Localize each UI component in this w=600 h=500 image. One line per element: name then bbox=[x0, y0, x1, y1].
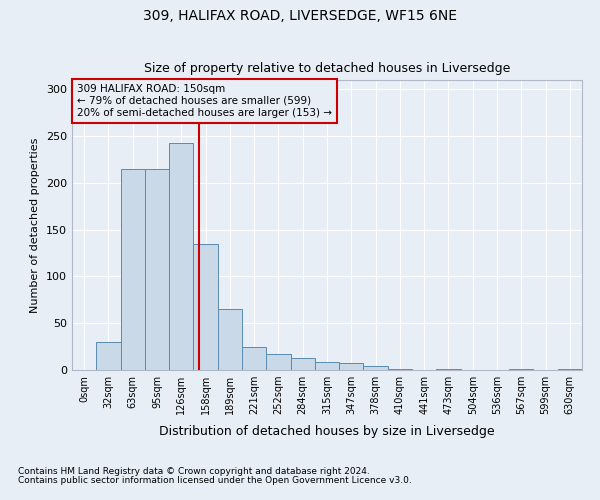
Bar bbox=[242, 346, 266, 370]
Bar bbox=[388, 369, 412, 370]
Bar bbox=[193, 244, 218, 370]
Text: 309 HALIFAX ROAD: 150sqm
← 79% of detached houses are smaller (599)
20% of semi-: 309 HALIFAX ROAD: 150sqm ← 79% of detach… bbox=[77, 84, 332, 117]
Text: Contains HM Land Registry data © Crown copyright and database right 2024.: Contains HM Land Registry data © Crown c… bbox=[18, 467, 370, 476]
Bar bbox=[218, 309, 242, 370]
Bar bbox=[266, 354, 290, 370]
Bar bbox=[96, 342, 121, 370]
Bar bbox=[121, 169, 145, 370]
Title: Size of property relative to detached houses in Liversedge: Size of property relative to detached ho… bbox=[144, 62, 510, 74]
Bar bbox=[169, 142, 193, 370]
Bar bbox=[339, 364, 364, 370]
Text: Contains public sector information licensed under the Open Government Licence v3: Contains public sector information licen… bbox=[18, 476, 412, 485]
Text: 309, HALIFAX ROAD, LIVERSEDGE, WF15 6NE: 309, HALIFAX ROAD, LIVERSEDGE, WF15 6NE bbox=[143, 8, 457, 22]
Bar bbox=[509, 369, 533, 370]
X-axis label: Distribution of detached houses by size in Liversedge: Distribution of detached houses by size … bbox=[159, 426, 495, 438]
Bar bbox=[315, 362, 339, 370]
Bar bbox=[558, 369, 582, 370]
Bar bbox=[145, 169, 169, 370]
Bar bbox=[436, 369, 461, 370]
Y-axis label: Number of detached properties: Number of detached properties bbox=[31, 138, 40, 312]
Bar bbox=[290, 358, 315, 370]
Bar bbox=[364, 366, 388, 370]
